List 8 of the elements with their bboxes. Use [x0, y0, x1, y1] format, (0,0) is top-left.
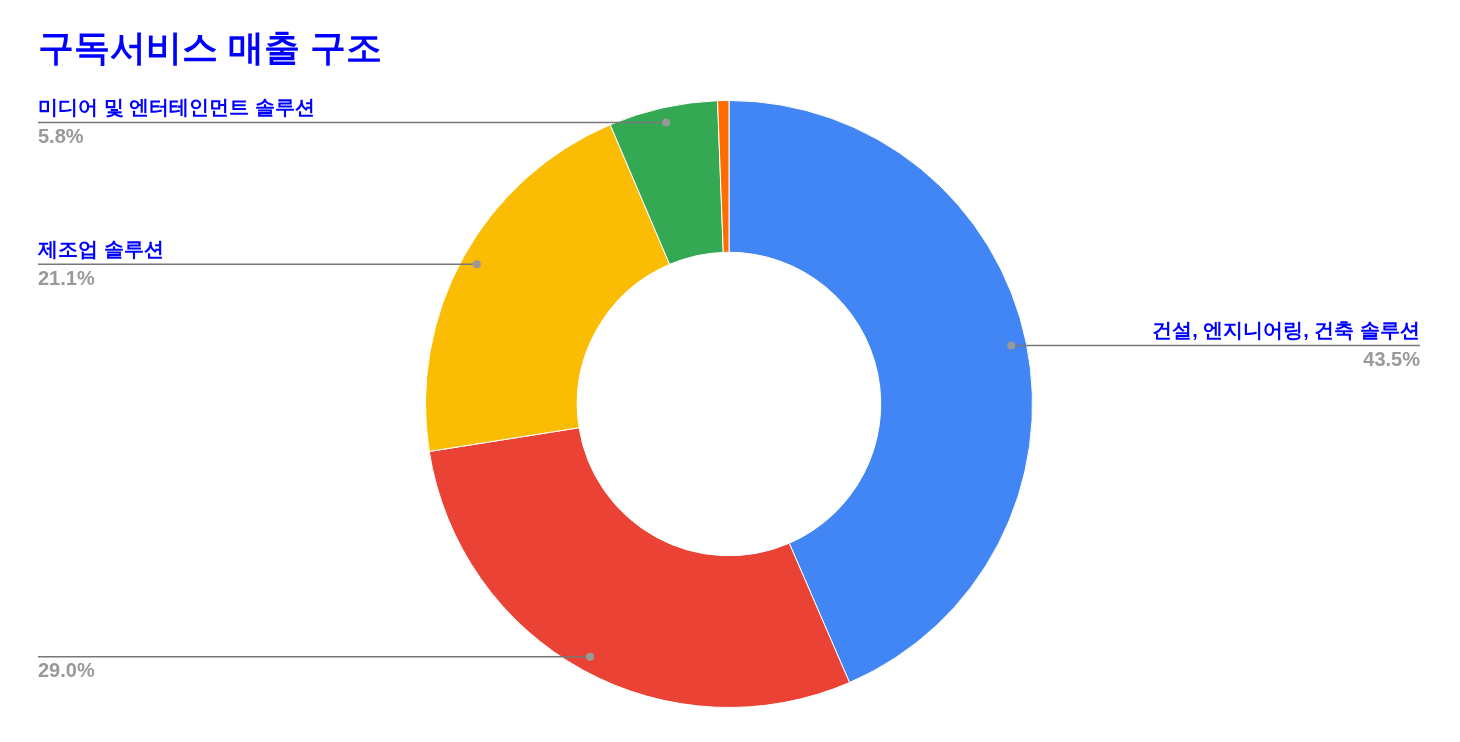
slice-label: 건설, 엔지니어링, 건축 솔루션 — [1152, 319, 1420, 342]
slice-label: 제조업 솔루션 — [37, 237, 164, 260]
slice-label: 미디어 및 엔터테인먼트 솔루션 — [38, 96, 315, 119]
data-label: 43.5% — [1363, 348, 1421, 371]
data-label: 29.0% — [38, 659, 95, 682]
chart-title: 구독서비스 매출 구조 — [38, 26, 383, 70]
data-label: 5.8% — [38, 125, 84, 148]
data-label: 21.1% — [38, 266, 95, 289]
